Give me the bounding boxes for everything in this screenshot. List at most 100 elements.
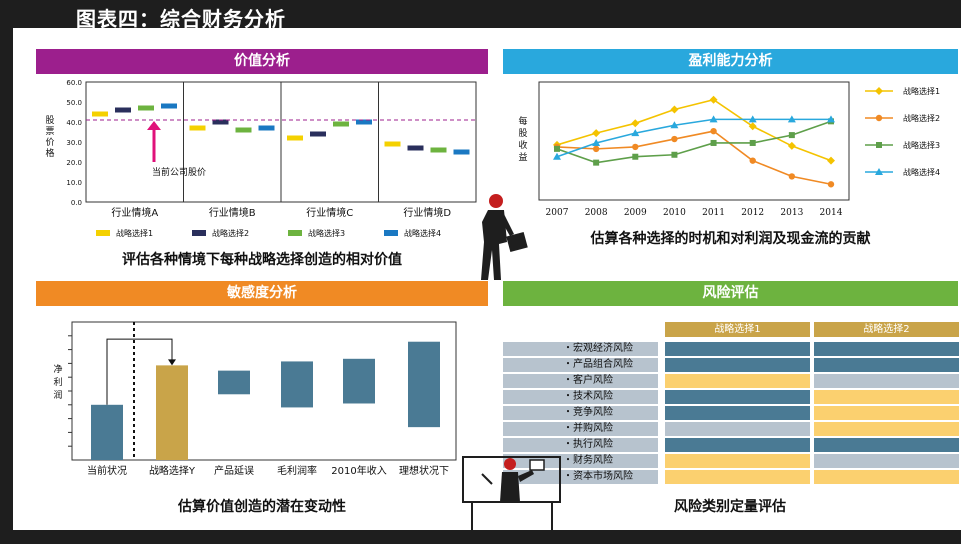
sens-xtick: 战略选择Y (149, 464, 196, 477)
sens-bar (408, 341, 440, 428)
line-marker (710, 127, 717, 135)
line-marker (748, 115, 757, 123)
risk-cell (814, 406, 959, 420)
arrow-head (147, 121, 161, 130)
value-bar (384, 141, 401, 147)
risk-cell (814, 438, 959, 452)
value-ytick: 10.0 (66, 179, 82, 187)
risk-cell (814, 454, 959, 468)
sens-xtick: 2010年收入 (331, 464, 386, 477)
value-bar (235, 127, 252, 133)
risk-cell (665, 406, 810, 420)
value-bar (430, 147, 447, 153)
sens-xtick: 毛利润率 (277, 464, 317, 477)
line-marker (593, 159, 600, 166)
value-ytick: 30.0 (66, 139, 82, 147)
legend-label: 战略选择3 (308, 228, 345, 238)
risk-cell (665, 438, 810, 452)
value-bar (356, 119, 372, 125)
legend-label: 战略选择1 (116, 228, 153, 238)
risk-cell (665, 422, 810, 436)
value-bar (189, 125, 206, 131)
risk-row-label: ・客户风险 (503, 374, 658, 388)
line-marker (788, 132, 795, 139)
line-marker (671, 151, 678, 158)
risk-cell (814, 358, 959, 372)
profit-xtick: 2009 (624, 208, 647, 218)
profit-plot-frame (538, 81, 850, 201)
line-marker (787, 115, 796, 123)
profit-xtick: 2012 (741, 208, 764, 218)
profitability-header: 盈利能力分析 (503, 49, 958, 74)
line-marker (554, 145, 560, 152)
line-marker (671, 135, 678, 143)
risk-row-label: ・并购风险 (503, 422, 658, 436)
line-marker (553, 152, 561, 160)
connector-arrow (106, 338, 173, 405)
value-chart: 0.0 10.0 20.0 30.0 40.0 50.0 60.0 行业情境A 行业情境B 行业情… (45, 79, 477, 238)
profit-xtick: 2008 (585, 208, 608, 218)
line-marker (670, 121, 679, 129)
legend-label: 战略选择4 (404, 228, 441, 238)
risk-row-label: ・宏观经济风险 (503, 342, 658, 356)
sens-ylabel-char: 利 (53, 376, 62, 388)
profit-ylabel-char: 每 (518, 115, 527, 127)
sensitivity-chart: 净利润 当前状况 战略选择Y 产品延误 毛利润率 2010年收入 理想状况下 (53, 321, 457, 477)
line-marker (670, 105, 679, 114)
value-bar (333, 121, 349, 127)
presenter-icon (462, 456, 561, 530)
value-bar (310, 131, 326, 137)
line-marker (632, 143, 639, 151)
value-bar (115, 107, 131, 113)
risk-cell (665, 454, 810, 468)
line-marker (709, 95, 718, 104)
sens-caption: 估算价值创造的潜在变动性 (178, 499, 346, 515)
sens-ylabel-char: 润 (53, 389, 62, 401)
risk-col-header: 战略选择2 (814, 322, 959, 337)
line-marker (592, 129, 601, 138)
line-marker (875, 114, 883, 122)
line-marker (827, 181, 835, 188)
line-marker (592, 138, 601, 146)
risk-cell (665, 342, 810, 356)
value-ytick: 20.0 (66, 159, 82, 167)
risk-cell (814, 374, 959, 388)
sens-bar (281, 361, 313, 408)
value-bar (287, 135, 303, 141)
line-marker (592, 145, 600, 153)
risk-cell (665, 358, 810, 372)
risk-cell (665, 470, 810, 484)
risk-header: 风险评估 (503, 281, 958, 306)
value-bar (138, 105, 154, 111)
line-marker (876, 142, 882, 148)
legend-label: 战略选择4 (903, 167, 940, 177)
value-bar (258, 125, 275, 131)
profit-xtick: 2014 (820, 208, 843, 218)
value-analysis-header: 价值分析 (36, 49, 488, 74)
value-bar (453, 149, 470, 155)
legend-label: 战略选择2 (212, 228, 249, 238)
risk-row-label: ・产品组合风险 (503, 358, 658, 372)
profit-ylabel-char: 股 (518, 128, 527, 139)
sens-xtick: 理想状况下 (399, 464, 449, 477)
businessman-icon (481, 194, 528, 280)
value-ytick: 50.0 (66, 99, 82, 107)
risk-row-label: ・资本市场风险 (503, 470, 658, 484)
line-marker (710, 139, 717, 146)
series-line (556, 120, 832, 164)
value-bar (92, 111, 108, 117)
line-marker (631, 129, 640, 137)
risk-row-label: ・竞争风险 (503, 406, 658, 420)
sens-bar (218, 370, 250, 395)
value-ylabel-char: 价 (45, 137, 54, 148)
series-line (556, 130, 832, 186)
legend-label: 战略选择3 (903, 140, 940, 150)
value-bar (161, 103, 177, 109)
risk-cell (665, 374, 810, 388)
profit-xtick: 2010 (663, 208, 686, 218)
sens-bar (343, 358, 375, 404)
value-caption: 评估各种情境下每种战略选择创造的相对价值 (122, 252, 402, 268)
line-marker (875, 87, 883, 95)
profit-xtick: 2013 (780, 208, 803, 218)
